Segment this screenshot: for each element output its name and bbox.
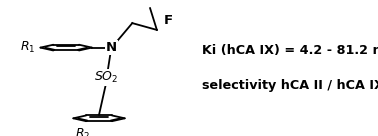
- Text: $R_2$: $R_2$: [75, 127, 90, 136]
- Text: $R_1$: $R_1$: [20, 40, 36, 55]
- Text: N: N: [106, 41, 117, 54]
- Text: $SO_2$: $SO_2$: [94, 70, 118, 85]
- Text: Ki (hCA IX) = 4.2 - 81.2 nM: Ki (hCA IX) = 4.2 - 81.2 nM: [202, 44, 378, 57]
- Text: F: F: [164, 14, 173, 27]
- Text: selectivity hCA II / hCA IX > 1000: selectivity hCA II / hCA IX > 1000: [202, 79, 378, 92]
